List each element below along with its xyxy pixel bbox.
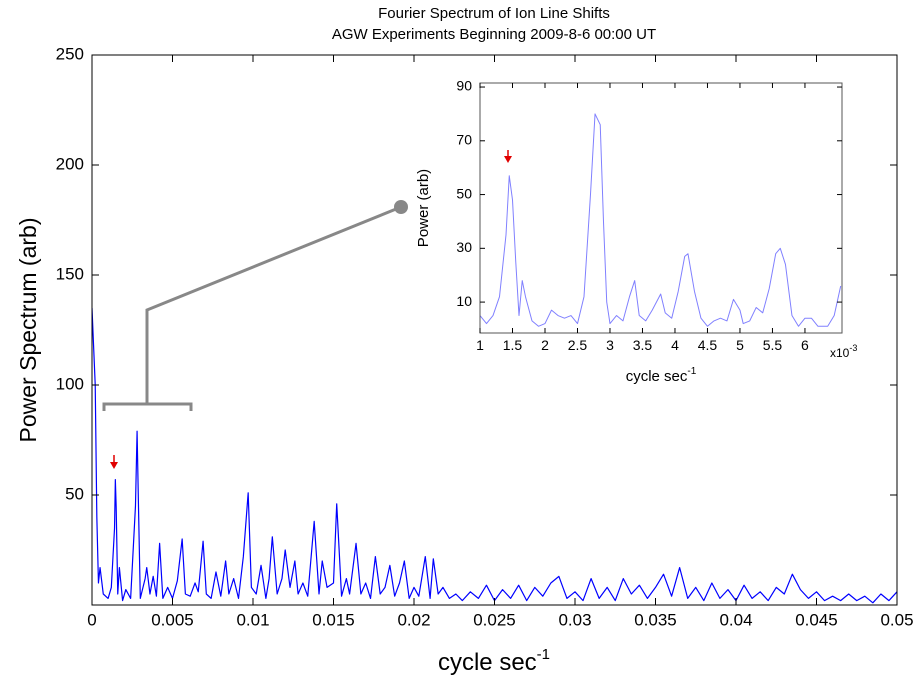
inset-x-multiplier-exponent: -3	[849, 343, 857, 353]
axes-box	[479, 82, 843, 334]
y-tick-label: 50	[456, 185, 472, 201]
x-tick-label: 5	[736, 337, 744, 353]
y-tick-label: 30	[456, 239, 472, 255]
inset-plot: 1 1.5 2 2.5 3 3.5 4 4.5 5 5.5 6 10 30 50 70 90	[456, 78, 843, 353]
x-tick-label: 0.045	[795, 611, 838, 630]
inset-x-multiplier-base: x10	[830, 346, 850, 360]
x-tick-label: 0.04	[719, 611, 752, 630]
connector-dot	[394, 200, 408, 214]
x-tick-label: 3.5	[633, 337, 653, 353]
inset-x-axis-label-text: cycle sec	[626, 368, 688, 385]
x-tick-label: 2.5	[568, 337, 588, 353]
x-tick-label: 1.5	[503, 337, 523, 353]
peak-arrow	[110, 455, 118, 469]
x-tick-label: 0.005	[151, 611, 194, 630]
y-tick-label: 200	[56, 154, 84, 173]
plot-area	[480, 113, 842, 327]
inset-peak-arrow	[504, 150, 512, 163]
inset-x-axis-label-exponent: -1	[687, 366, 696, 377]
x-tick-label: 5.5	[763, 337, 783, 353]
inset-x-axis-label: cycle sec-1	[626, 366, 697, 385]
x-tick-label: 4	[671, 337, 679, 353]
x-tick-label: 6	[801, 337, 809, 353]
x-tick-label: 0.015	[312, 611, 355, 630]
inset-y-axis-label: Power (arb)	[415, 169, 432, 247]
inset-x-multiplier: x10-3	[830, 343, 857, 360]
x-tick-label: 0	[87, 611, 96, 630]
x-tick-label: 0.02	[397, 611, 430, 630]
chart-subtitle: AGW Experiments Beginning 2009-8-6 00:00…	[332, 26, 656, 43]
inset-background	[480, 83, 842, 333]
data-line	[92, 307, 897, 604]
x-axis-label-exponent: -1	[537, 646, 550, 663]
y-tick-label: 150	[56, 264, 84, 283]
x-axis-label-text: cycle sec	[438, 649, 537, 676]
x-axis-label: cycle sec-1	[438, 646, 550, 676]
main-plot: 0 0.005 0.01 0.015 0.02 0.025 0.03 0.035 0.04 0.0…	[56, 44, 914, 629]
y-tick-label: 50	[65, 484, 84, 503]
plot-area	[92, 307, 897, 604]
y-tick-label: 70	[456, 131, 472, 147]
y-tick-label: 90	[456, 78, 472, 94]
chart-title: Fourier Spectrum of Ion Line Shifts	[378, 5, 610, 22]
x-tick-label: 4.5	[698, 337, 718, 353]
data-line	[480, 113, 842, 327]
connector-line	[145, 205, 402, 404]
x-tick-label: 1	[476, 337, 484, 353]
y-tick-label: 250	[56, 44, 84, 63]
x-tick-label: 0.025	[473, 611, 516, 630]
y-tick-label: 10	[456, 293, 472, 309]
zoom-connector	[102, 200, 408, 411]
x-tick-label: 0.01	[236, 611, 269, 630]
x-tick-label: 0.03	[558, 611, 591, 630]
x-tick-label: 0.035	[634, 611, 677, 630]
y-axis-label: Power Spectrum (arb)	[15, 218, 41, 443]
x-tick-label: 0.05	[880, 611, 913, 630]
y-tick-label: 100	[56, 374, 84, 393]
x-tick-label: 2	[541, 337, 549, 353]
x-tick-label: 3	[606, 337, 614, 353]
